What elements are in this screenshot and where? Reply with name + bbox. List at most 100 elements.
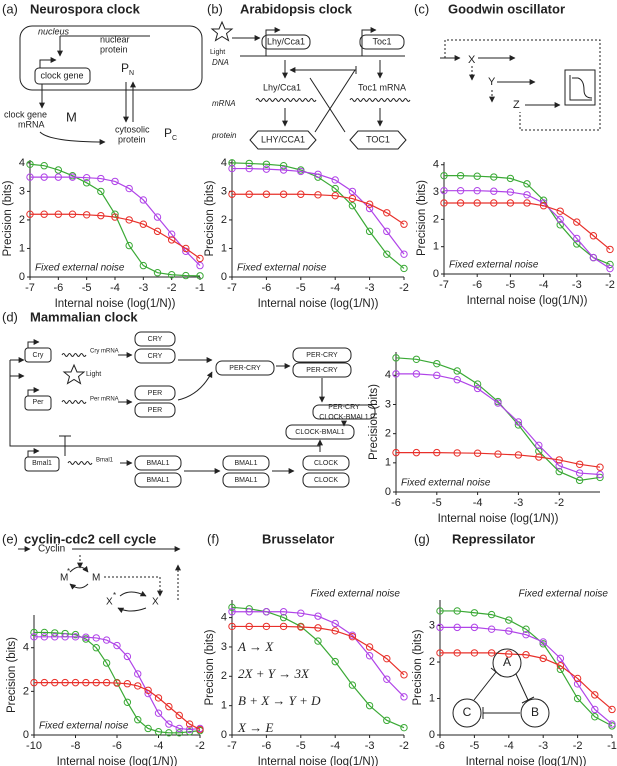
- x-tick-label: -3: [514, 497, 524, 509]
- x-tick-label: -6: [391, 497, 401, 509]
- data-point: [153, 227, 162, 236]
- data-point: [331, 627, 339, 635]
- diagram-shape: [134, 472, 182, 488]
- data-point: [400, 220, 408, 228]
- data-point: [279, 162, 288, 170]
- y-tick-label: 2: [433, 213, 439, 225]
- diagram-label: Toc1: [372, 36, 391, 46]
- data-point: [26, 160, 34, 168]
- diagram-shape: [292, 362, 352, 378]
- x-tick-label: -3: [538, 740, 548, 752]
- data-point: [453, 376, 461, 384]
- series-line: [440, 610, 613, 727]
- y-tick-label: 0: [433, 268, 439, 280]
- series-line: [440, 652, 613, 710]
- diagram-shape: [27, 387, 40, 396]
- data-point: [331, 191, 339, 200]
- data-point: [555, 456, 563, 464]
- diagram-shape: [104, 576, 163, 597]
- diagram-shape: [452, 698, 482, 728]
- x-tick-label: -2: [399, 740, 409, 752]
- diagram-label: X: [152, 597, 159, 608]
- data-point: [514, 418, 523, 426]
- data-point: [182, 271, 190, 280]
- data-point: [556, 215, 564, 224]
- data-point: [535, 453, 543, 461]
- diagram-shape: [134, 331, 176, 347]
- diagram-shape: [285, 424, 355, 440]
- data-point: [591, 691, 599, 699]
- x-tick-label: -3: [572, 279, 582, 291]
- data-point: [102, 659, 111, 667]
- data-point: [494, 399, 502, 407]
- diagram-shape: [134, 385, 176, 401]
- data-point: [51, 633, 59, 641]
- data-point: [61, 633, 69, 641]
- data-point: [453, 623, 461, 632]
- data-point: [555, 462, 563, 470]
- data-point: [139, 261, 148, 270]
- data-point: [490, 199, 498, 207]
- x-axis-label: Internal noise (log(1/N)): [55, 298, 176, 310]
- data-point: [591, 713, 599, 721]
- data-point: [125, 241, 133, 250]
- y-axis-label: Precision (bits): [204, 629, 216, 705]
- data-point: [196, 272, 204, 280]
- data-point: [245, 608, 253, 616]
- diagram-label: Cyclin: [38, 544, 65, 555]
- diagram-shape: [289, 67, 356, 133]
- data-point: [228, 603, 236, 612]
- x-tick-label: -10: [26, 740, 42, 752]
- diagram-label: protein: [118, 134, 146, 144]
- data-point: [575, 469, 584, 477]
- data-point: [400, 250, 408, 258]
- data-point: [440, 199, 448, 207]
- diagram-shape: [569, 75, 593, 101]
- data-point: [297, 609, 305, 617]
- data-point: [167, 271, 176, 279]
- diagram-label: mRNA: [212, 99, 236, 108]
- y-tick-label: 3: [19, 185, 25, 197]
- data-point: [279, 190, 288, 198]
- x-tick-label: -5: [296, 282, 306, 294]
- diagram-shape: [24, 456, 60, 472]
- x-axis-label: Internal noise (log(1/N)): [466, 756, 587, 766]
- data-point: [555, 467, 563, 476]
- y-tick-label: 4: [385, 369, 391, 381]
- data-point: [365, 227, 374, 236]
- data-point: [314, 612, 322, 620]
- data-point: [494, 450, 502, 458]
- diagram-shape: [302, 455, 350, 471]
- x-tick-label: -4: [539, 279, 549, 291]
- y-axis-label: Precision (bits): [368, 384, 380, 460]
- diagram-shape: [39, 131, 106, 145]
- data-point: [175, 724, 183, 733]
- data-point: [134, 670, 142, 678]
- data-point: [348, 194, 357, 203]
- data-point: [54, 166, 63, 174]
- diagram-label: B: [531, 705, 539, 719]
- data-point: [82, 633, 90, 641]
- diagram-label: protein: [100, 44, 128, 54]
- data-point: [154, 694, 163, 702]
- panel-title: Arabidopsis clock: [240, 1, 353, 16]
- data-point: [71, 633, 80, 641]
- x-tick-label: -3: [138, 282, 148, 294]
- diagram-shape: [473, 667, 502, 701]
- x-tick-label: -6: [262, 282, 272, 294]
- data-point: [487, 610, 496, 619]
- diagram-label: mRNA: [18, 119, 45, 129]
- diagram-label: PER: [148, 390, 162, 397]
- data-point: [539, 202, 548, 210]
- diagram-shape: [67, 461, 93, 465]
- data-point: [262, 165, 271, 173]
- data-point: [61, 678, 69, 687]
- x-tick-label: -1: [607, 740, 617, 752]
- diagram-shape: [564, 69, 596, 106]
- data-point: [40, 628, 49, 637]
- x-axis-label: Internal noise (log(1/N)): [438, 513, 559, 525]
- diagram-shape: [39, 57, 57, 68]
- series-line: [444, 175, 611, 265]
- data-point: [606, 264, 614, 273]
